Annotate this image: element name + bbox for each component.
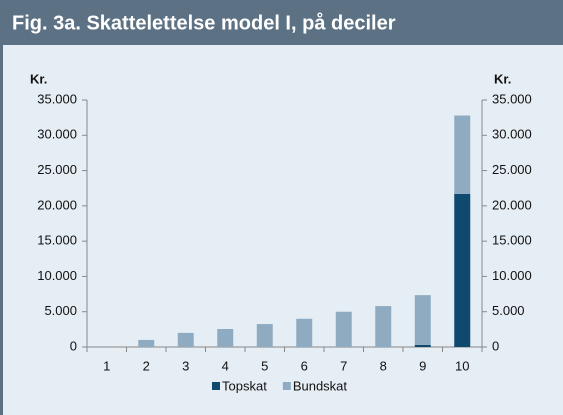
- bar-segment: [454, 193, 471, 347]
- y-tick-label: 30.000: [37, 127, 77, 142]
- y2-tick-label: 20.000: [492, 197, 532, 212]
- y-tick-label: 25.000: [37, 162, 77, 177]
- x-tick-label: 7: [340, 358, 347, 373]
- bar-segment: [256, 324, 273, 347]
- bar-segment: [375, 306, 392, 347]
- legend-label: Bundskat: [293, 378, 348, 393]
- x-tick-label: 8: [380, 358, 387, 373]
- legend-label: Topskat: [222, 378, 267, 393]
- bar-segment: [296, 318, 313, 347]
- y2-tick-label: 30.000: [492, 127, 532, 142]
- y-tick-label: 15.000: [37, 233, 77, 248]
- y2-tick-label: 5.000: [492, 303, 525, 318]
- legend-swatch: [282, 382, 291, 390]
- y2-tick-label: 0: [492, 338, 499, 353]
- y-tick-label: 10.000: [37, 268, 77, 283]
- bar-segment: [335, 311, 352, 347]
- chart-title: Fig. 3a. Skattelettelse model I, på deci…: [12, 11, 396, 34]
- y-axis-label: Kr.: [30, 71, 47, 86]
- x-tick-label: 3: [182, 358, 189, 373]
- x-tick-label: 4: [222, 358, 229, 373]
- x-tick-label: 9: [419, 358, 426, 373]
- x-tick-label: 5: [261, 358, 268, 373]
- x-tick-label: 6: [301, 358, 308, 373]
- y2-tick-label: 10.000: [492, 268, 532, 283]
- bar-segment: [414, 344, 431, 347]
- y-tick-label: 35.000: [37, 91, 77, 106]
- x-tick-label: 10: [455, 358, 469, 373]
- header-bar: [0, 0, 563, 45]
- x-tick-label: 1: [103, 358, 110, 373]
- y-tick-label: 5.000: [44, 303, 77, 318]
- bar-segment: [414, 295, 431, 345]
- bar-segment: [177, 332, 194, 347]
- bar-segment: [217, 329, 234, 347]
- bar-segment: [138, 339, 155, 347]
- y-tick-label: 20.000: [37, 197, 77, 212]
- y2-axis-label: Kr.: [494, 71, 511, 86]
- y2-tick-label: 35.000: [492, 91, 532, 106]
- left-border: [0, 0, 3, 415]
- legend-swatch: [212, 382, 220, 390]
- y2-tick-label: 25.000: [492, 162, 532, 177]
- bar-segment: [454, 115, 471, 194]
- y-tick-label: 0: [70, 338, 77, 353]
- y2-tick-label: 15.000: [492, 233, 532, 248]
- x-tick-label: 2: [143, 358, 150, 373]
